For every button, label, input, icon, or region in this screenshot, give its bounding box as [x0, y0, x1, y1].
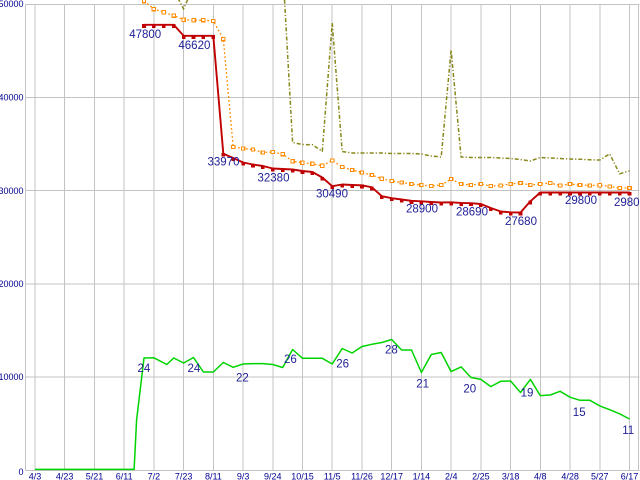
- svg-text:9/3: 9/3: [237, 472, 250, 480]
- svg-text:33970: 33970: [208, 157, 240, 169]
- svg-text:19: 19: [521, 388, 534, 400]
- svg-text:4/8: 4/8: [534, 472, 547, 480]
- svg-text:50000: 50000: [0, 0, 24, 9]
- svg-text:0: 0: [18, 467, 23, 477]
- svg-text:29800: 29800: [565, 195, 597, 207]
- svg-text:15: 15: [573, 407, 586, 419]
- svg-text:20: 20: [463, 384, 476, 396]
- svg-text:7/23: 7/23: [175, 472, 193, 480]
- svg-text:4/28: 4/28: [561, 472, 579, 480]
- svg-text:24: 24: [138, 363, 151, 375]
- svg-text:5/27: 5/27: [591, 472, 609, 480]
- svg-text:7/2: 7/2: [148, 472, 161, 480]
- svg-text:6/11: 6/11: [116, 472, 133, 480]
- svg-text:28690: 28690: [456, 207, 488, 219]
- svg-text:28: 28: [385, 345, 398, 357]
- svg-text:46620: 46620: [178, 40, 210, 52]
- svg-text:5/21: 5/21: [86, 472, 104, 480]
- svg-text:24: 24: [188, 363, 201, 375]
- svg-text:10/15: 10/15: [291, 472, 314, 480]
- svg-text:29800: 29800: [614, 197, 640, 209]
- svg-text:26: 26: [336, 359, 349, 371]
- svg-text:21: 21: [416, 379, 429, 391]
- svg-text:8/11: 8/11: [205, 472, 222, 480]
- svg-text:32380: 32380: [258, 173, 290, 185]
- svg-text:27680: 27680: [505, 216, 537, 228]
- svg-text:11: 11: [622, 425, 634, 437]
- svg-text:47800: 47800: [129, 29, 161, 41]
- svg-text:10000: 10000: [0, 372, 24, 382]
- svg-text:30000: 30000: [0, 186, 24, 196]
- svg-text:4/3: 4/3: [29, 472, 42, 480]
- svg-text:22: 22: [236, 373, 249, 385]
- svg-text:11/5: 11/5: [324, 472, 341, 480]
- svg-text:2/25: 2/25: [472, 472, 490, 480]
- svg-text:28900: 28900: [406, 204, 438, 216]
- svg-text:12/17: 12/17: [380, 472, 403, 480]
- svg-text:3/18: 3/18: [502, 472, 520, 480]
- svg-text:20000: 20000: [0, 279, 24, 289]
- svg-text:6/17: 6/17: [621, 472, 639, 480]
- svg-text:11/26: 11/26: [351, 472, 373, 480]
- svg-text:26: 26: [284, 354, 297, 366]
- svg-text:4/23: 4/23: [56, 472, 74, 480]
- svg-text:30490: 30490: [316, 189, 348, 201]
- svg-text:1/14: 1/14: [413, 472, 431, 480]
- svg-text:2/4: 2/4: [445, 472, 458, 480]
- svg-text:40000: 40000: [0, 93, 24, 103]
- svg-text:9/24: 9/24: [264, 472, 282, 480]
